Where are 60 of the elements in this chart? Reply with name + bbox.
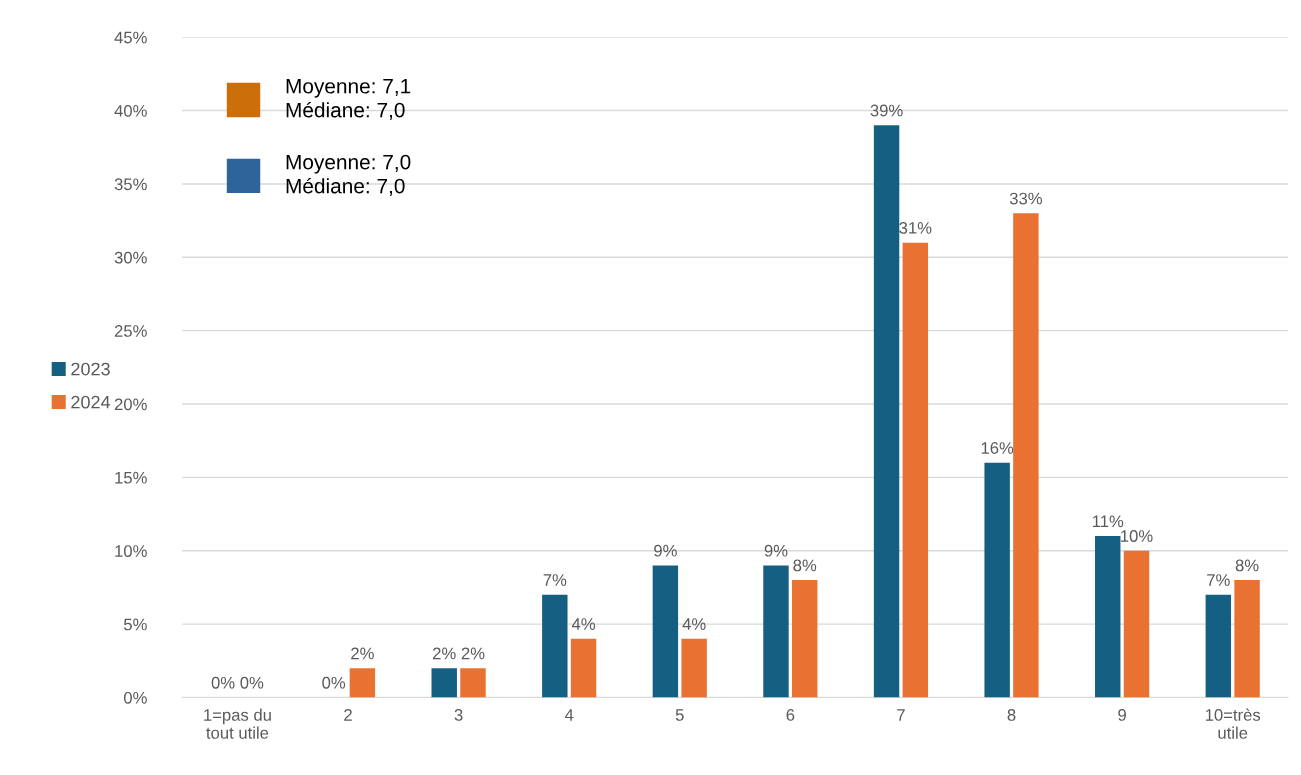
data-label: 4% xyxy=(571,618,596,630)
x-tick-label: 5 xyxy=(675,709,684,721)
bar xyxy=(652,565,679,698)
y-tick-label: 25% xyxy=(114,325,147,337)
y-tick-label: 35% xyxy=(114,178,147,191)
x-tick-label: 4 xyxy=(564,709,574,721)
data-label: 2% xyxy=(351,647,374,660)
x-tick-label: 3 xyxy=(454,709,463,721)
bar xyxy=(902,242,929,698)
bar xyxy=(763,565,789,698)
legend-label: 2023 xyxy=(71,362,110,376)
data-label: 39% xyxy=(870,104,903,117)
x-tick-label: 9 xyxy=(1118,709,1126,721)
y-tick-label: 20% xyxy=(114,398,147,411)
data-label: 33% xyxy=(1009,192,1042,205)
data-label: 31% xyxy=(899,221,932,234)
bar xyxy=(542,594,568,698)
y-tick-label: 0% xyxy=(123,691,147,704)
data-label: 0% xyxy=(211,676,235,689)
x-tick-label: 2 xyxy=(344,709,352,721)
data-label: 11% xyxy=(1092,515,1124,528)
data-label: 8% xyxy=(793,559,817,572)
y-tick-label: 15% xyxy=(115,471,147,484)
data-label: 7% xyxy=(543,574,567,586)
x-tick-label: 8 xyxy=(1007,709,1016,721)
bar xyxy=(1123,550,1150,698)
x-tick-label: 10=très utile xyxy=(1205,708,1261,739)
legend-label: 2024 xyxy=(71,395,111,409)
y-tick-label: 30% xyxy=(114,251,147,264)
data-label: 9% xyxy=(654,544,677,557)
data-label: 8% xyxy=(1235,559,1259,572)
data-label: 7% xyxy=(1207,574,1230,586)
bar xyxy=(681,638,707,698)
annotation: Moyenne: 7,1 Médiane: 7,0 xyxy=(286,79,411,120)
bar xyxy=(1013,213,1039,698)
data-label: 10% xyxy=(1121,530,1153,542)
bar xyxy=(1205,594,1232,698)
bar xyxy=(460,668,486,698)
bar xyxy=(873,125,900,698)
data-label: 2% xyxy=(433,647,456,660)
data-label: 4% xyxy=(682,618,706,630)
y-tick-label: 40% xyxy=(114,104,147,117)
data-label: 9% xyxy=(764,544,788,557)
data-label: 0% xyxy=(322,676,346,689)
bar xyxy=(570,638,597,698)
data-label: 2% xyxy=(461,647,485,660)
bar xyxy=(792,580,818,698)
y-tick-label: 45% xyxy=(114,31,147,44)
x-tick-label: 7 xyxy=(897,709,905,721)
y-tick-label: 10% xyxy=(115,545,147,557)
x-tick-label: 1=pas du tout utile xyxy=(204,708,271,739)
x-tick-label: 6 xyxy=(786,709,795,721)
bar xyxy=(349,668,376,698)
bar xyxy=(431,668,457,698)
annotation: Moyenne: 7,0 Médiane: 7,0 xyxy=(286,154,411,196)
bar xyxy=(1095,536,1121,698)
bar xyxy=(1234,580,1260,698)
data-label: 0% xyxy=(240,676,264,689)
bar xyxy=(984,462,1010,698)
y-tick-label: 5% xyxy=(124,618,147,631)
